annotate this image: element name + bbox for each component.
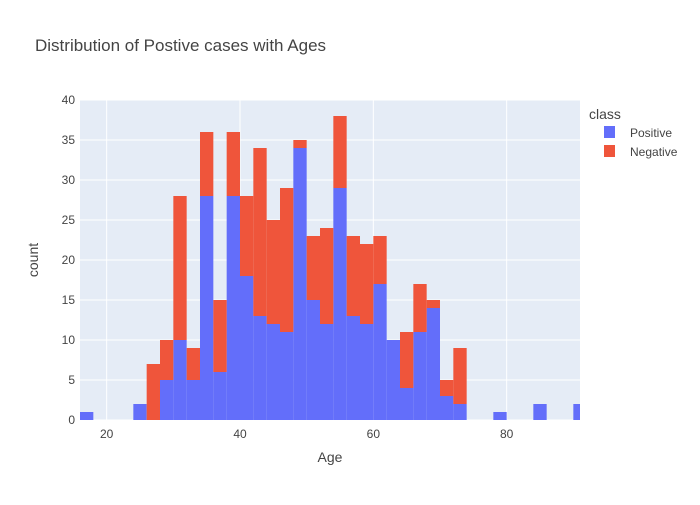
bar-positive[interactable] <box>400 388 414 420</box>
legend-label-negative[interactable]: Negative <box>630 145 678 159</box>
bar-negative[interactable] <box>266 220 280 324</box>
bar-positive[interactable] <box>253 316 267 420</box>
bar-positive[interactable] <box>186 380 200 420</box>
legend-items: Positive Negative <box>604 126 678 159</box>
legend-label-positive[interactable]: Positive <box>630 126 672 140</box>
y-axis-title: count <box>25 243 41 277</box>
bar-negative[interactable] <box>373 236 387 284</box>
bar-negative[interactable] <box>320 228 334 324</box>
bar-negative[interactable] <box>186 348 200 380</box>
x-tick-label: 60 <box>367 427 381 441</box>
legend-title: class <box>589 106 621 122</box>
ticks-layer: 0 5 10 15 20 25 30 35 40 20 40 60 80 <box>62 93 514 441</box>
bar-positive[interactable] <box>200 196 214 420</box>
x-tick-label: 40 <box>233 427 247 441</box>
bar-positive[interactable] <box>373 284 387 420</box>
bar-positive[interactable] <box>493 412 507 420</box>
bar-positive[interactable] <box>226 196 240 420</box>
bar-positive[interactable] <box>266 324 280 420</box>
y-tick-label: 40 <box>62 93 76 107</box>
bar-positive[interactable] <box>173 340 187 420</box>
y-tick-label: 0 <box>68 413 75 427</box>
bar-positive[interactable] <box>360 324 374 420</box>
legend: class Positive Negative <box>589 106 678 159</box>
bar-positive[interactable] <box>133 404 147 420</box>
bar-negative[interactable] <box>360 244 374 324</box>
chart-title: Distribution of Postive cases with Ages <box>35 36 326 55</box>
bar-positive[interactable] <box>573 404 580 420</box>
bar-positive[interactable] <box>160 380 174 420</box>
bar-positive[interactable] <box>306 300 320 420</box>
bar-negative[interactable] <box>413 284 427 332</box>
y-tick-label: 15 <box>62 293 76 307</box>
y-tick-label: 35 <box>62 133 76 147</box>
bar-positive[interactable] <box>213 372 227 420</box>
bar-positive[interactable] <box>426 308 440 420</box>
bar-positive[interactable] <box>533 404 547 420</box>
x-axis-title: Age <box>318 449 343 465</box>
x-tick-label: 20 <box>100 427 114 441</box>
bar-positive[interactable] <box>240 276 254 420</box>
bars-layer <box>80 116 580 420</box>
bar-negative[interactable] <box>333 116 347 188</box>
y-tick-label: 5 <box>68 373 75 387</box>
bar-positive[interactable] <box>293 148 307 420</box>
bar-negative[interactable] <box>306 236 320 300</box>
bar-negative[interactable] <box>346 236 360 316</box>
bar-positive[interactable] <box>453 404 467 420</box>
bar-positive[interactable] <box>413 332 427 420</box>
bar-negative[interactable] <box>173 196 187 340</box>
bar-negative[interactable] <box>146 364 160 420</box>
y-tick-label: 25 <box>62 213 76 227</box>
y-tick-label: 20 <box>62 253 76 267</box>
bar-negative[interactable] <box>240 196 254 276</box>
y-tick-label: 10 <box>62 333 76 347</box>
legend-swatch-negative[interactable] <box>604 145 615 157</box>
bar-positive[interactable] <box>80 412 94 420</box>
bar-positive[interactable] <box>440 396 454 420</box>
bar-negative[interactable] <box>200 132 214 196</box>
bar-positive[interactable] <box>386 340 400 420</box>
bar-negative[interactable] <box>440 380 454 396</box>
bar-negative[interactable] <box>253 148 267 316</box>
x-tick-label: 80 <box>500 427 514 441</box>
bar-positive[interactable] <box>333 188 347 420</box>
bar-positive[interactable] <box>320 324 334 420</box>
bar-positive[interactable] <box>346 316 360 420</box>
bar-negative[interactable] <box>226 132 240 196</box>
bar-negative[interactable] <box>293 140 307 148</box>
legend-swatch-positive[interactable] <box>604 126 615 138</box>
bar-negative[interactable] <box>280 188 294 332</box>
bar-negative[interactable] <box>400 332 414 388</box>
bar-negative[interactable] <box>453 348 467 404</box>
bar-negative[interactable] <box>160 340 174 380</box>
y-tick-label: 30 <box>62 173 76 187</box>
bar-negative[interactable] <box>213 300 227 372</box>
bar-positive[interactable] <box>280 332 294 420</box>
bar-negative[interactable] <box>426 300 440 308</box>
